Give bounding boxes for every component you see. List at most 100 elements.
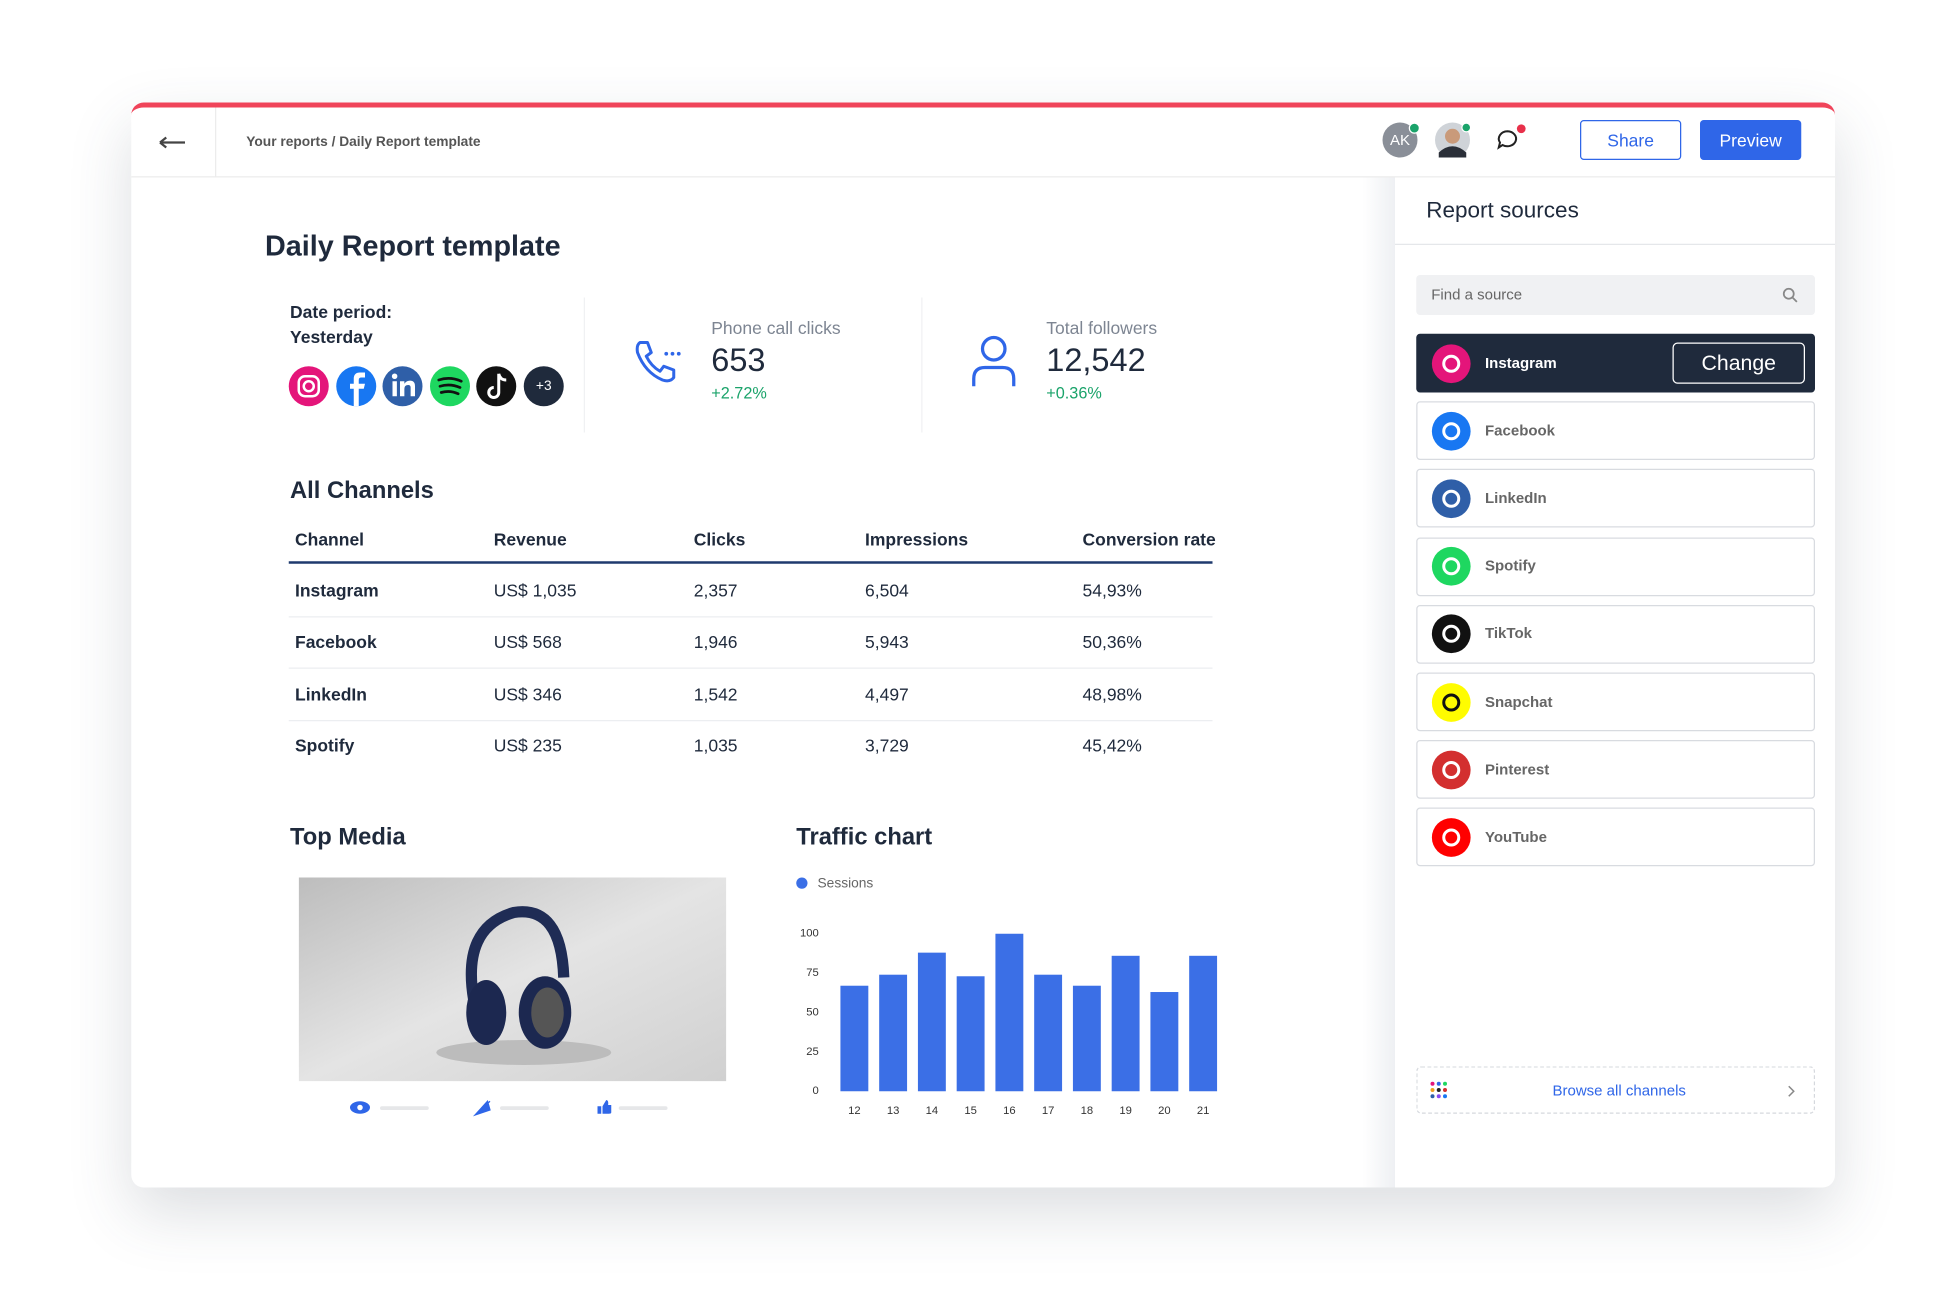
bar: [1150, 992, 1179, 1092]
search-placeholder: Find a source: [1431, 285, 1523, 304]
source-icon: [1431, 546, 1471, 586]
table-cell: 45,42%: [1082, 735, 1142, 756]
source-row[interactable]: [1416, 401, 1815, 461]
table-cell: 3,729: [865, 735, 909, 756]
x-tick-label: 20: [1158, 1105, 1171, 1117]
y-tick-label: 25: [806, 1046, 819, 1058]
kpi-change: +0.36%: [1046, 383, 1102, 403]
search-box[interactable]: [1416, 275, 1815, 315]
y-tick-label: 50: [806, 1006, 819, 1018]
source-icon: [1431, 614, 1471, 654]
header-divider: [131, 176, 1835, 178]
table-cell: 50,36%: [1082, 631, 1142, 652]
y-tick-label: 75: [806, 967, 819, 979]
source-name[interactable]: Instagram: [1485, 353, 1557, 372]
kpi-label: Total followers: [1046, 317, 1158, 338]
channel-icons: [288, 366, 564, 407]
report-title: Daily Report template: [265, 229, 561, 262]
x-tick-label: 21: [1197, 1105, 1210, 1117]
source-row[interactable]: [1416, 807, 1815, 867]
source-name[interactable]: Snapchat: [1485, 692, 1553, 710]
bar: [917, 952, 946, 1092]
source-name[interactable]: Facebook: [1485, 421, 1556, 439]
source-name[interactable]: TikTok: [1485, 624, 1532, 643]
status-dot: [1408, 122, 1420, 134]
bar: [840, 985, 869, 1092]
bar: [1111, 955, 1140, 1092]
user-icon: [972, 335, 1016, 387]
row-divider: [288, 667, 1213, 669]
source-row[interactable]: [1416, 604, 1815, 664]
x-tick-label: 13: [887, 1105, 900, 1117]
table-cell: US$ 1,035: [493, 580, 577, 601]
source-name[interactable]: YouTube: [1485, 827, 1547, 846]
x-tick-label: 18: [1081, 1105, 1094, 1117]
column-header: Channel: [295, 529, 365, 550]
back-button[interactable]: [158, 133, 188, 153]
column-header: Clicks: [693, 529, 746, 550]
date-period: Yesterday: [290, 326, 373, 347]
share-button[interactable]: Share: [1580, 120, 1682, 160]
table-cell: US$ 568: [493, 631, 562, 652]
sidebar-shadow: [1362, 177, 1395, 1188]
bar: [1034, 974, 1063, 1092]
more-channels[interactable]: +3: [535, 378, 552, 394]
bar: [879, 974, 908, 1092]
chart-title: Traffic chart: [796, 824, 933, 851]
source-icon: [1431, 479, 1471, 518]
source-name[interactable]: LinkedIn: [1485, 489, 1547, 507]
source-row[interactable]: [1416, 469, 1815, 528]
bar: [995, 933, 1024, 1092]
comments-button[interactable]: [1493, 123, 1531, 158]
change-button[interactable]: Change: [1672, 342, 1805, 384]
breadcrumb[interactable]: Your reports / Daily Report template: [246, 134, 481, 150]
x-tick-label: 17: [1042, 1105, 1055, 1117]
header-separator: [215, 107, 217, 178]
source-icon: [1431, 343, 1471, 383]
table-cell: US$ 346: [493, 684, 562, 705]
table-cell: Spotify: [295, 735, 355, 756]
column-header: Impressions: [865, 529, 969, 550]
table-cell: 4,497: [865, 684, 909, 705]
preview-button[interactable]: Preview: [1700, 120, 1802, 160]
column-header: Conversion rate: [1082, 529, 1216, 550]
table-cell: 54,93%: [1082, 580, 1142, 601]
search-icon: [1782, 287, 1798, 303]
row-divider: [288, 720, 1213, 722]
source-row[interactable]: [1416, 740, 1815, 799]
media-stats: [350, 1099, 668, 1117]
source-icon: [1431, 817, 1471, 857]
source-row[interactable]: [1416, 672, 1815, 732]
x-tick-label: 15: [964, 1105, 977, 1117]
kpi-value: 653: [711, 340, 766, 379]
x-tick-label: 12: [848, 1105, 861, 1117]
source-icon: [1431, 411, 1471, 451]
source-icon: [1431, 682, 1471, 722]
kpi-divider: [583, 297, 585, 433]
source-name[interactable]: Spotify: [1485, 556, 1536, 575]
kpi-divider: [921, 297, 923, 433]
column-header: Revenue: [493, 529, 567, 550]
source-name[interactable]: Pinterest: [1485, 760, 1550, 778]
source-row[interactable]: [1416, 536, 1815, 596]
bar: [1189, 955, 1218, 1092]
kpi-change: +2.72%: [711, 383, 767, 403]
source-icon: [1431, 750, 1471, 789]
browse-box[interactable]: [1416, 1066, 1815, 1114]
browse-link[interactable]: Browse all channels: [1552, 1081, 1686, 1100]
table-cell: 6,504: [865, 580, 909, 601]
y-tick-label: 0: [812, 1085, 818, 1097]
traffic-chart: 0 25 50 75 100 12 13 14 15 16 17 18 19 20 21: [800, 928, 1218, 1117]
grid-icon: [1430, 1081, 1447, 1099]
chevron: [1788, 1085, 1795, 1097]
bar: [1072, 985, 1101, 1092]
table-cell: 48,98%: [1082, 684, 1142, 705]
kpi-label: Phone call clicks: [711, 317, 841, 338]
avatar-photo[interactable]: [1435, 122, 1473, 161]
table-title: All Channels: [290, 478, 434, 505]
top-media-title: Top Media: [290, 824, 406, 851]
kpi-value: 12,542: [1046, 340, 1146, 379]
date-period-label: Date period:: [290, 301, 393, 322]
